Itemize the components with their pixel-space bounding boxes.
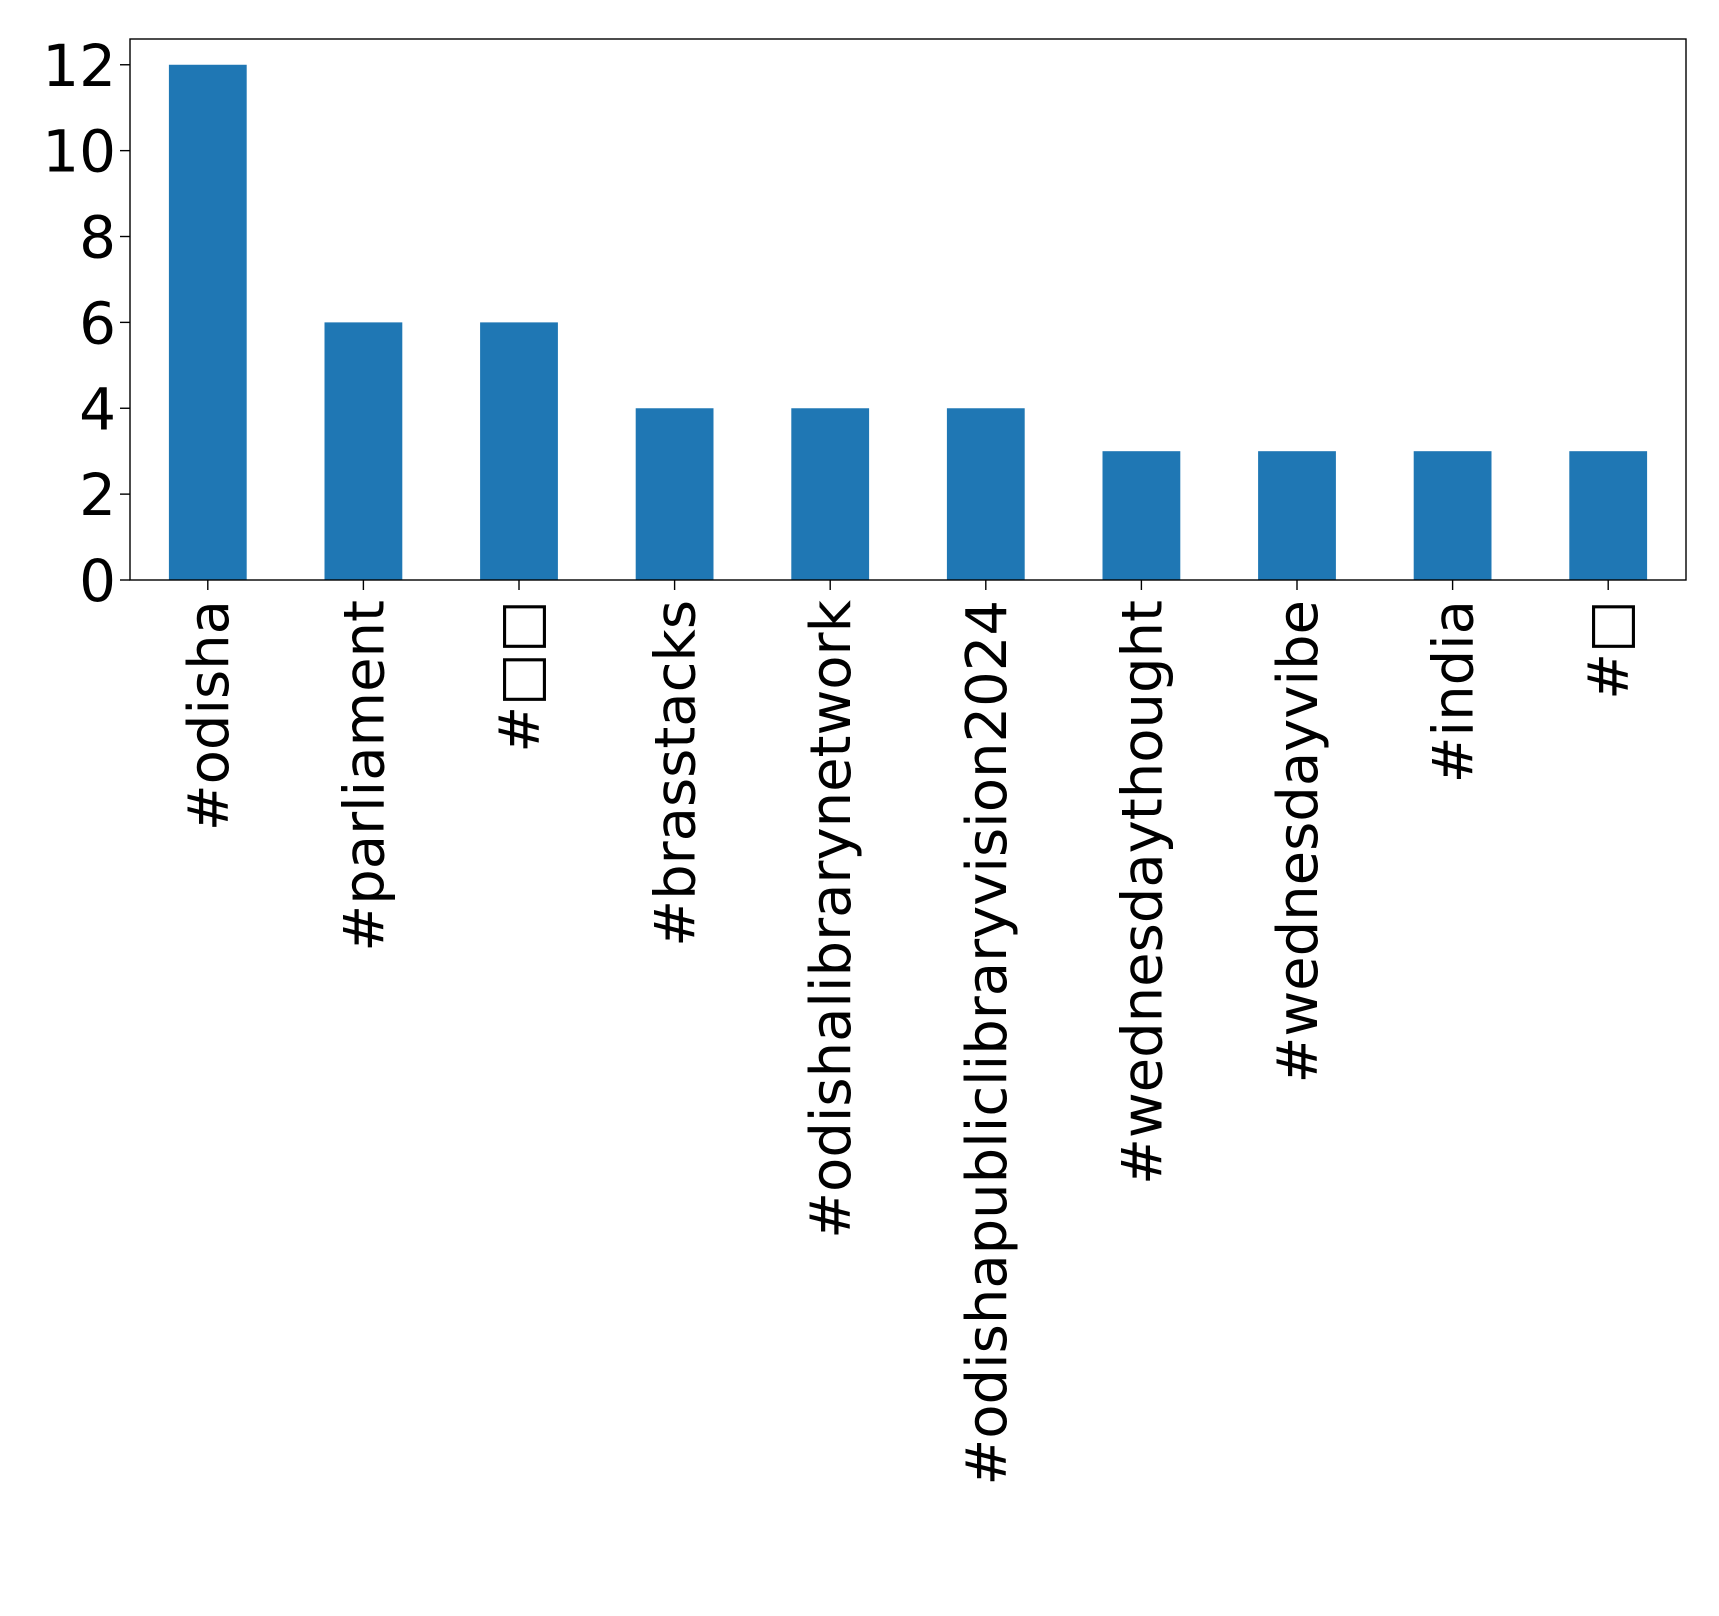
bars-group [168, 64, 1648, 580]
bar-4 [791, 408, 870, 580]
bar-9 [1569, 451, 1648, 580]
y-tick-label: 6 [79, 289, 116, 357]
bar-3 [635, 408, 714, 580]
bar-1 [324, 322, 403, 580]
x-tick-label: #□ [1577, 600, 1642, 700]
y-tick-label: 10 [42, 118, 116, 186]
x-tick-label: #odishalibrarynetwork [799, 599, 864, 1238]
bar-5 [946, 408, 1025, 580]
plot-frame [129, 38, 1687, 581]
x-tick-label: #india [1422, 600, 1487, 783]
x-tick-label: #parliament [332, 600, 397, 952]
y-axis: 0 2 4 6 8 10 12 [42, 32, 130, 615]
y-tick-label: 8 [79, 204, 116, 272]
x-axis: #odisha #parliament #□□ #brasstacks #odishal… [177, 580, 1642, 1486]
bar-2 [480, 322, 558, 580]
bar-0 [168, 64, 247, 580]
x-tick-label: #odishapubliclibraryvision2024 [955, 600, 1020, 1486]
y-tick-label: 12 [42, 32, 116, 100]
y-tick-label: 0 [79, 547, 116, 615]
bar-6 [1102, 451, 1181, 580]
y-tick-label: 2 [79, 461, 116, 529]
bar-7 [1258, 451, 1336, 580]
x-tick-label: #wednesdaythought [1110, 600, 1175, 1185]
x-tick-label: #brasstacks [644, 600, 709, 947]
x-tick-label: #wednesdayvibe [1266, 600, 1331, 1084]
y-tick-label: 4 [79, 375, 116, 443]
bar-8 [1413, 451, 1492, 580]
x-tick-label: #□□ [488, 600, 553, 753]
x-tick-label: #odisha [177, 600, 242, 831]
